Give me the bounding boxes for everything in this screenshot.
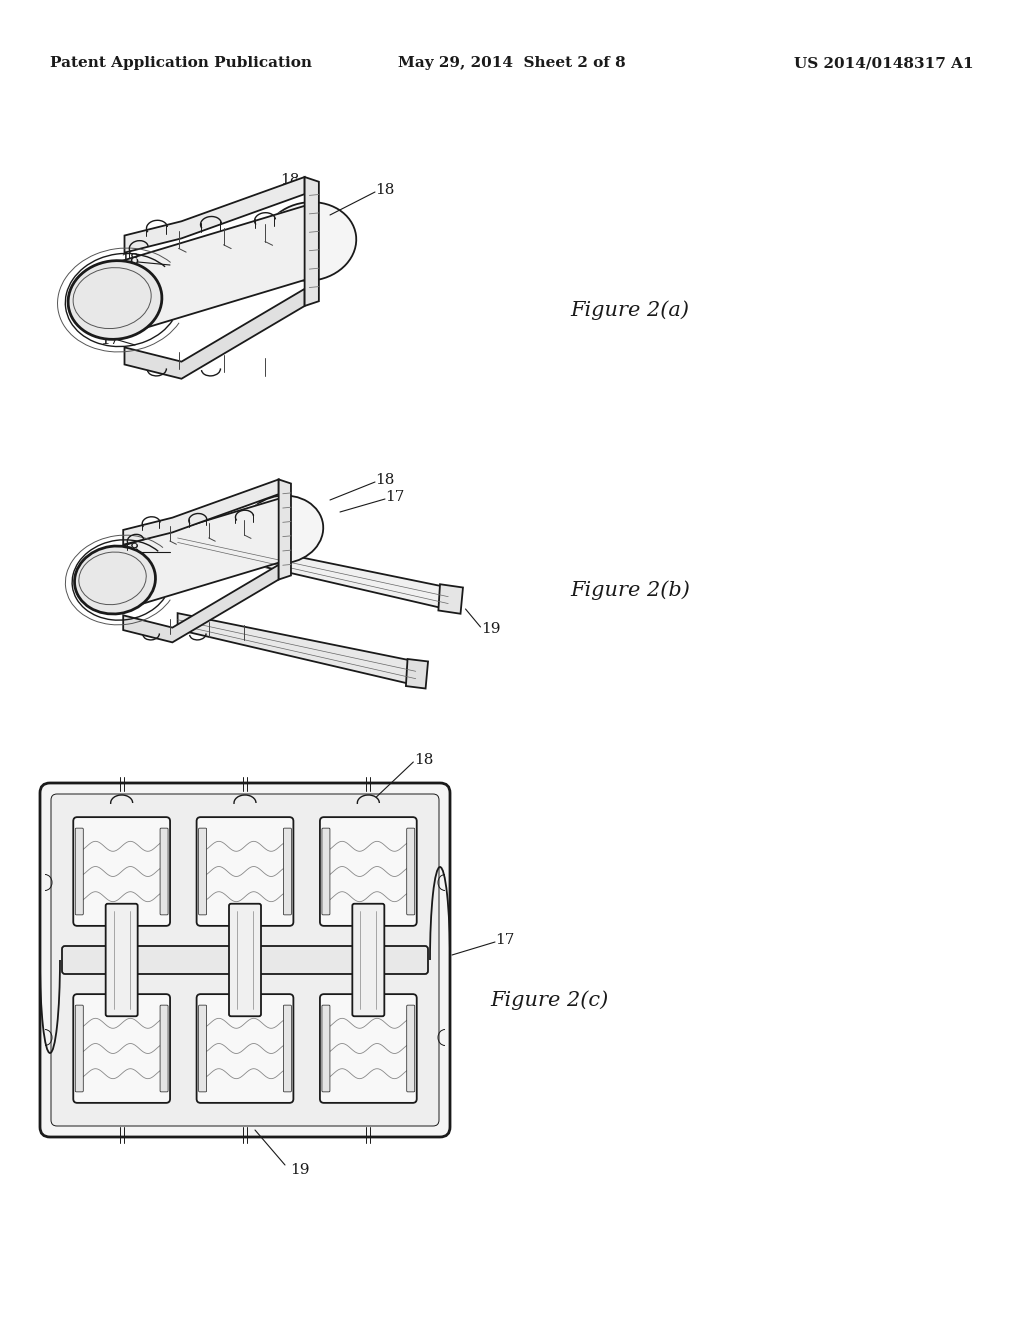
FancyBboxPatch shape — [160, 828, 168, 915]
FancyBboxPatch shape — [322, 828, 330, 915]
Text: 18: 18 — [120, 253, 139, 267]
Polygon shape — [123, 479, 279, 545]
FancyBboxPatch shape — [199, 1005, 207, 1092]
FancyBboxPatch shape — [76, 828, 83, 915]
Polygon shape — [123, 565, 279, 643]
FancyBboxPatch shape — [76, 1005, 83, 1092]
Text: 18: 18 — [376, 183, 394, 197]
FancyBboxPatch shape — [40, 783, 450, 1137]
FancyBboxPatch shape — [74, 817, 170, 925]
FancyBboxPatch shape — [105, 904, 137, 1016]
FancyBboxPatch shape — [352, 904, 384, 1016]
Text: 18: 18 — [281, 173, 300, 187]
Text: 19: 19 — [290, 1163, 309, 1177]
Text: 18: 18 — [414, 752, 433, 767]
FancyBboxPatch shape — [199, 828, 207, 915]
Polygon shape — [279, 479, 291, 579]
Text: Patent Application Publication: Patent Application Publication — [50, 57, 312, 70]
Ellipse shape — [69, 260, 162, 339]
FancyBboxPatch shape — [354, 950, 382, 970]
FancyBboxPatch shape — [160, 1005, 168, 1092]
Ellipse shape — [75, 546, 156, 614]
Polygon shape — [177, 614, 419, 686]
Polygon shape — [112, 205, 312, 337]
Polygon shape — [125, 289, 304, 379]
Polygon shape — [112, 498, 286, 612]
FancyBboxPatch shape — [229, 904, 261, 1016]
Ellipse shape — [243, 495, 324, 564]
Text: Figure 2(b): Figure 2(b) — [570, 581, 690, 599]
FancyBboxPatch shape — [231, 950, 259, 970]
Text: 17: 17 — [385, 490, 404, 504]
Text: Figure 2(a): Figure 2(a) — [570, 300, 689, 319]
FancyBboxPatch shape — [284, 828, 292, 915]
FancyBboxPatch shape — [284, 1005, 292, 1092]
Text: May 29, 2014  Sheet 2 of 8: May 29, 2014 Sheet 2 of 8 — [398, 57, 626, 70]
Text: 18: 18 — [120, 543, 139, 557]
Text: 18: 18 — [376, 473, 394, 487]
Ellipse shape — [262, 202, 356, 281]
FancyBboxPatch shape — [74, 994, 170, 1104]
FancyBboxPatch shape — [319, 817, 417, 925]
Polygon shape — [438, 585, 463, 614]
FancyBboxPatch shape — [319, 994, 417, 1104]
Text: Figure 2(c): Figure 2(c) — [490, 990, 608, 1010]
Polygon shape — [177, 532, 453, 610]
FancyBboxPatch shape — [51, 795, 439, 1126]
Text: 19: 19 — [480, 622, 501, 636]
FancyBboxPatch shape — [197, 817, 294, 925]
FancyBboxPatch shape — [108, 950, 135, 970]
Text: 17: 17 — [496, 933, 515, 946]
FancyBboxPatch shape — [322, 1005, 330, 1092]
Text: US 2014/0148317 A1: US 2014/0148317 A1 — [795, 57, 974, 70]
Polygon shape — [125, 177, 304, 252]
Polygon shape — [406, 659, 428, 689]
FancyBboxPatch shape — [407, 1005, 415, 1092]
Polygon shape — [304, 177, 318, 306]
FancyBboxPatch shape — [407, 828, 415, 915]
Text: 17: 17 — [100, 333, 120, 347]
FancyBboxPatch shape — [197, 994, 294, 1104]
FancyBboxPatch shape — [62, 946, 428, 974]
